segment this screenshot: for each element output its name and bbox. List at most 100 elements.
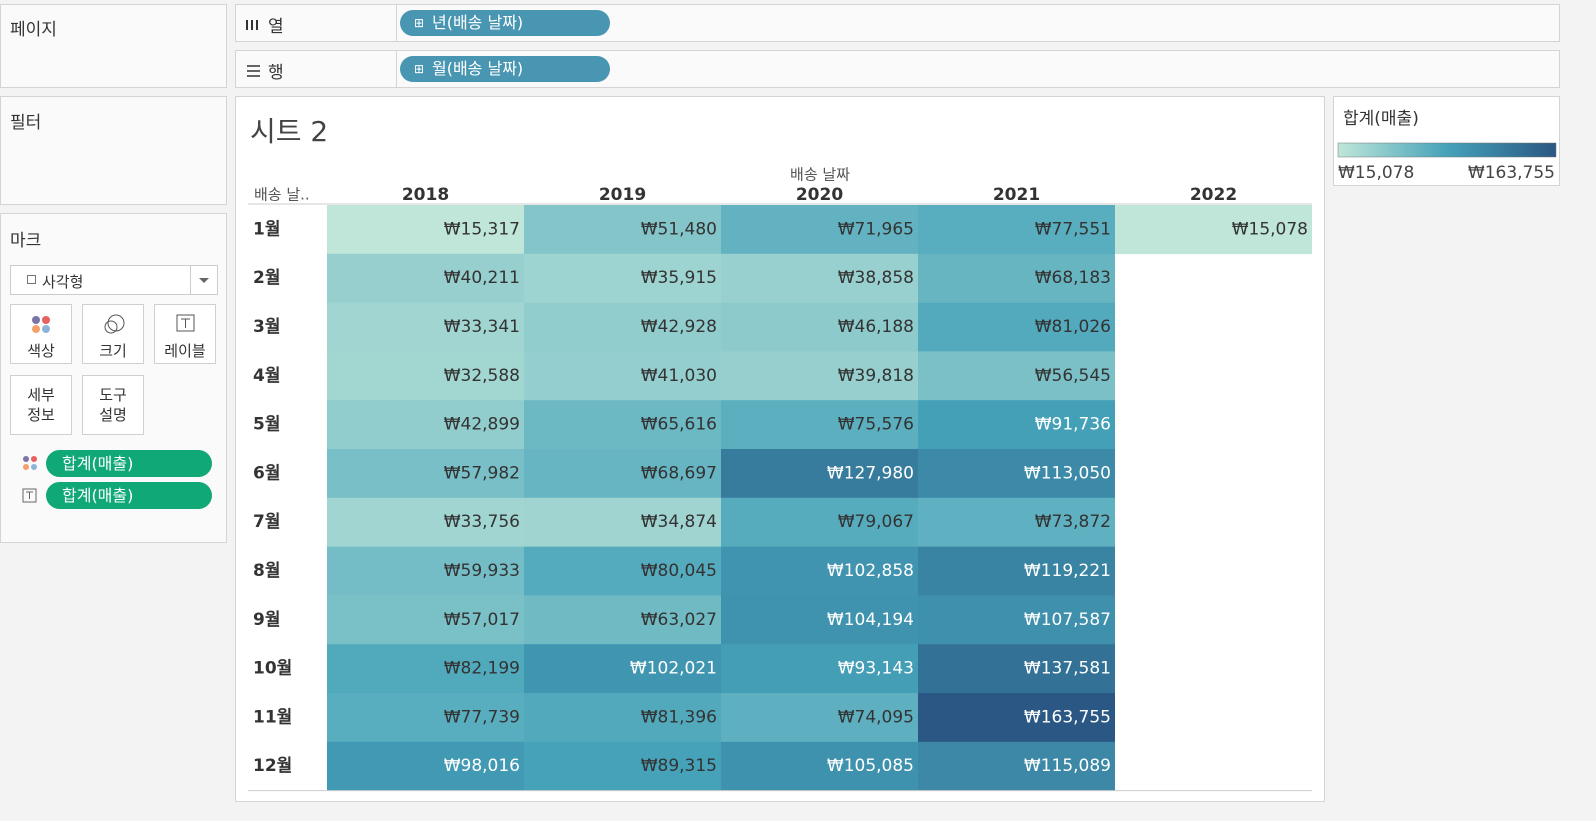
heat-cell	[721, 302, 918, 352]
cell-label: ₩15,317	[444, 219, 520, 239]
arrow	[199, 278, 209, 283]
cell-label: ₩46,188	[838, 317, 914, 337]
cell-label: ₩77,739	[444, 707, 520, 727]
cell-label: ₩98,016	[444, 756, 520, 776]
cell-label: ₩107,587	[1024, 610, 1111, 630]
card-label: 크기	[99, 342, 127, 360]
heat-cell	[918, 741, 1115, 791]
row-header: 8월	[253, 561, 280, 581]
cell-label: ₩38,858	[838, 268, 914, 288]
cell-label: ₩41,030	[641, 366, 717, 386]
heat-cell	[327, 546, 524, 596]
marks-title: 마크	[10, 231, 42, 251]
row-header: 12월	[253, 756, 292, 776]
columns-pill[interactable]: ⊞ 년(배송 날짜)	[400, 10, 610, 36]
heat-cell	[918, 595, 1115, 645]
divider	[396, 5, 397, 41]
tooltip-card[interactable]: 도구 설명	[82, 375, 144, 435]
heat-cell	[524, 595, 721, 645]
heat-cell	[327, 449, 524, 499]
heat-cell	[918, 400, 1115, 450]
heat-cell	[918, 351, 1115, 401]
cell-label: ₩113,050	[1024, 463, 1111, 483]
cell-label: ₩15,078	[1232, 219, 1308, 239]
mark-type: 사각형	[42, 273, 84, 291]
cell-label: ₩33,341	[444, 317, 520, 337]
cell-label: ₩93,143	[838, 659, 914, 679]
plus-icon: ⊞	[414, 16, 425, 30]
columns-label: 열	[268, 17, 284, 37]
cell-label: ₩104,194	[827, 610, 914, 630]
rows-pill[interactable]: ⊞ 월(배송 날짜)	[400, 56, 610, 82]
card-label: 세부 정보	[27, 386, 55, 424]
row-header: 10월	[253, 659, 292, 679]
sheet-view: 시트 2 배송 날짜 배송 날.. 2018 2019 2020 2021 2022 1월…	[235, 96, 1325, 802]
cell-label: ₩57,017	[444, 610, 520, 630]
label-card[interactable]: 레이블	[154, 304, 216, 364]
sheet-title: 시트 2	[250, 115, 328, 148]
mark-type-dropdown[interactable]: 사각형	[10, 265, 218, 295]
cell-label: ₩82,199	[444, 659, 520, 679]
column-field-label: 배송 날짜	[790, 166, 850, 184]
cell-label: ₩127,980	[827, 463, 914, 483]
cell-label: ₩80,045	[641, 561, 717, 581]
card-label: 색상	[27, 342, 55, 360]
row-header: 6월	[253, 463, 280, 483]
cell-label: ₩59,933	[444, 561, 520, 581]
cell-label: ₩81,026	[1035, 317, 1111, 337]
measure-pill[interactable]: 합계(매출)	[46, 482, 212, 509]
heat-cell	[327, 253, 524, 303]
cell-label: ₩81,396	[641, 707, 717, 727]
cell-label: ₩77,551	[1035, 219, 1111, 239]
cell-label: ₩73,872	[1035, 512, 1111, 532]
legend-title: 합계(매출)	[1343, 109, 1419, 129]
size-card[interactable]: 크기	[82, 304, 144, 364]
heat-cell	[721, 497, 918, 547]
heat-cell	[327, 400, 524, 450]
cell-label: ₩65,616	[641, 415, 717, 435]
columns-shelf: 열 ⊞ 년(배송 날짜)	[235, 4, 1560, 42]
legend-min: ₩15,078	[1338, 163, 1414, 183]
cell-label: ₩33,756	[444, 512, 520, 532]
row-header: 9월	[253, 610, 280, 630]
cell-label: ₩32,588	[444, 366, 520, 386]
pages-label: 페이지	[10, 20, 57, 40]
color-icon	[23, 456, 37, 470]
pages-shelf: 페이지	[0, 4, 227, 88]
cell-label: ₩40,211	[444, 268, 520, 288]
size-icon	[104, 314, 125, 334]
detail-card[interactable]: 세부 정보	[10, 375, 72, 435]
color-card[interactable]: 색상	[10, 304, 72, 364]
row-header: 4월	[253, 366, 280, 386]
heat-cell	[918, 546, 1115, 596]
color-icon	[32, 316, 50, 333]
cell-label: ₩89,315	[641, 756, 717, 776]
pill-text: 월(배송 날짜)	[432, 59, 524, 78]
cell-label: ₩42,899	[444, 415, 520, 435]
row-header: 5월	[253, 415, 280, 435]
legend-max: ₩163,755	[1468, 163, 1555, 183]
measure-pill[interactable]: 합계(매출)	[46, 450, 212, 477]
row-header: 3월	[253, 317, 280, 337]
heat-cell	[327, 741, 524, 791]
divider	[396, 51, 397, 87]
heat-cell	[721, 253, 918, 303]
heat-cell	[524, 741, 721, 791]
heat-cell	[918, 449, 1115, 499]
cell-label: ₩115,089	[1024, 756, 1111, 776]
heat-cell	[327, 497, 524, 547]
heat-cell	[918, 302, 1115, 352]
heat-cell	[327, 205, 524, 255]
pill-text: 년(배송 날짜)	[432, 13, 524, 32]
row-header: 2월	[253, 268, 280, 288]
heat-cell	[721, 693, 918, 743]
label-icon	[22, 488, 37, 503]
row-header: 7월	[253, 512, 280, 532]
heat-cell	[327, 302, 524, 352]
heat-cell	[721, 449, 918, 499]
heat-cell	[918, 253, 1115, 303]
row-field-label: 배송 날..	[254, 186, 310, 204]
dropdown-arrow	[190, 266, 217, 294]
cell-label: ₩102,858	[827, 561, 914, 581]
cell-label: ₩35,915	[641, 268, 717, 288]
